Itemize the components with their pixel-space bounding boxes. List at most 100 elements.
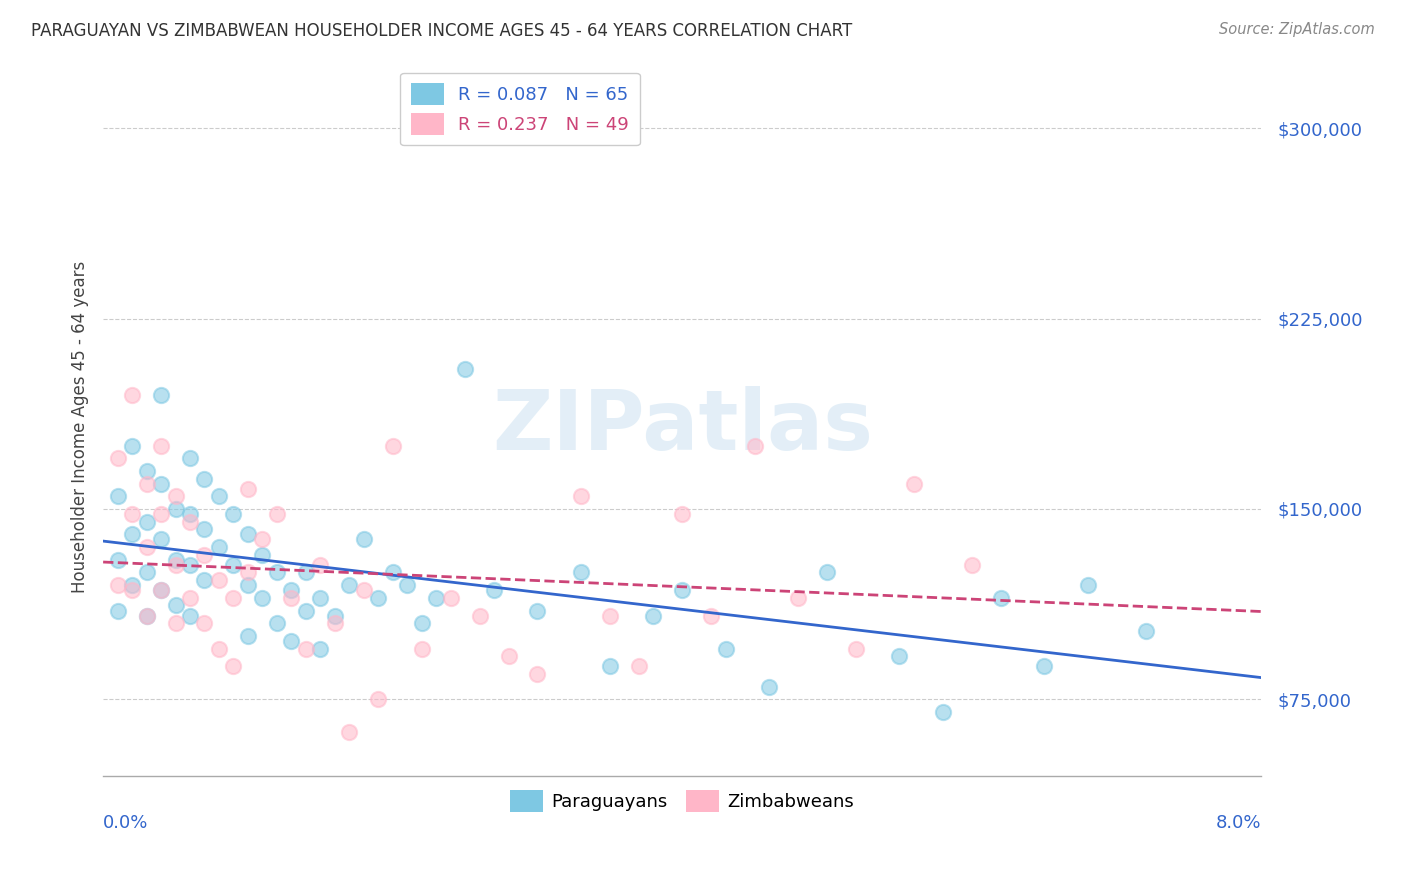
Point	[960, 558, 983, 572]
Point	[468, 608, 491, 623]
Point	[744, 438, 766, 452]
Point	[295, 566, 318, 580]
Point	[236, 629, 259, 643]
Point	[599, 659, 621, 673]
Text: PARAGUAYAN VS ZIMBABWEAN HOUSEHOLDER INCOME AGES 45 - 64 YEARS CORRELATION CHART: PARAGUAYAN VS ZIMBABWEAN HOUSEHOLDER INC…	[31, 22, 852, 40]
Point	[425, 591, 447, 605]
Point	[309, 591, 332, 605]
Point	[482, 583, 505, 598]
Point	[845, 641, 868, 656]
Point	[193, 573, 215, 587]
Point	[193, 471, 215, 485]
Text: Source: ZipAtlas.com: Source: ZipAtlas.com	[1219, 22, 1375, 37]
Legend: Paraguayans, Zimbabweans: Paraguayans, Zimbabweans	[503, 782, 862, 819]
Point	[193, 616, 215, 631]
Point	[337, 578, 360, 592]
Point	[643, 608, 665, 623]
Point	[150, 583, 173, 598]
Point	[252, 591, 274, 605]
Point	[323, 616, 346, 631]
Point	[121, 583, 143, 598]
Point	[252, 548, 274, 562]
Point	[179, 608, 201, 623]
Point	[309, 641, 332, 656]
Point	[381, 566, 404, 580]
Point	[381, 438, 404, 452]
Point	[367, 692, 389, 706]
Point	[150, 507, 173, 521]
Point	[208, 573, 231, 587]
Point	[121, 578, 143, 592]
Point	[135, 540, 157, 554]
Point	[758, 680, 780, 694]
Point	[222, 558, 245, 572]
Point	[222, 659, 245, 673]
Point	[107, 603, 129, 617]
Point	[815, 566, 838, 580]
Point	[700, 608, 723, 623]
Point	[135, 476, 157, 491]
Point	[121, 388, 143, 402]
Point	[165, 558, 187, 572]
Point	[121, 527, 143, 541]
Point	[165, 553, 187, 567]
Point	[150, 476, 173, 491]
Point	[179, 591, 201, 605]
Point	[135, 515, 157, 529]
Point	[208, 641, 231, 656]
Point	[179, 451, 201, 466]
Point	[266, 507, 288, 521]
Point	[266, 566, 288, 580]
Point	[222, 507, 245, 521]
Point	[179, 515, 201, 529]
Point	[280, 634, 302, 648]
Point	[295, 641, 318, 656]
Point	[135, 608, 157, 623]
Y-axis label: Householder Income Ages 45 - 64 years: Householder Income Ages 45 - 64 years	[72, 260, 89, 592]
Point	[353, 583, 375, 598]
Point	[498, 649, 520, 664]
Point	[1135, 624, 1157, 638]
Point	[569, 566, 592, 580]
Point	[150, 533, 173, 547]
Point	[671, 507, 693, 521]
Point	[208, 540, 231, 554]
Point	[165, 599, 187, 613]
Text: 8.0%: 8.0%	[1216, 814, 1261, 832]
Point	[107, 451, 129, 466]
Point	[135, 566, 157, 580]
Point	[121, 438, 143, 452]
Point	[165, 502, 187, 516]
Point	[280, 583, 302, 598]
Point	[150, 583, 173, 598]
Point	[135, 608, 157, 623]
Point	[121, 507, 143, 521]
Point	[714, 641, 737, 656]
Point	[569, 489, 592, 503]
Point	[165, 489, 187, 503]
Point	[526, 603, 548, 617]
Point	[353, 533, 375, 547]
Point	[599, 608, 621, 623]
Point	[236, 482, 259, 496]
Point	[150, 438, 173, 452]
Point	[396, 578, 419, 592]
Point	[236, 578, 259, 592]
Point	[252, 533, 274, 547]
Point	[236, 527, 259, 541]
Point	[889, 649, 911, 664]
Point	[193, 522, 215, 536]
Point	[309, 558, 332, 572]
Text: ZIPatlas: ZIPatlas	[492, 386, 873, 467]
Point	[337, 725, 360, 739]
Point	[193, 548, 215, 562]
Point	[150, 388, 173, 402]
Point	[208, 489, 231, 503]
Point	[671, 583, 693, 598]
Point	[454, 362, 477, 376]
Point	[179, 507, 201, 521]
Point	[411, 616, 433, 631]
Point	[367, 591, 389, 605]
Point	[787, 591, 810, 605]
Point	[236, 566, 259, 580]
